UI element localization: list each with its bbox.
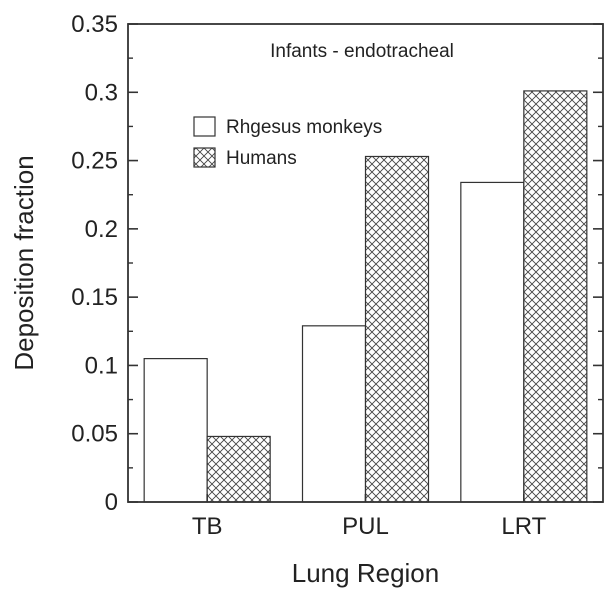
y-tick-label: 0.15 [71,284,118,311]
y-tick-label: 0.3 [85,79,118,106]
labels: 0 0.05 0.1 0.15 0.2 0.25 0.3 0.35 TB PUL LRT Lung R… [9,11,547,588]
legend-label-series-0: Rhgesus monkeys [226,117,382,138]
chart-annotation: Infants - endotracheal [270,41,454,62]
legend-swatch-series-0 [193,116,216,137]
legend-swatch-series-1 [193,147,216,168]
x-tick-label-pul: PUL [342,513,389,540]
y-tick-label: 0.35 [71,11,118,38]
bar-lrt-series-0 [460,181,525,503]
y-tick-label: 0.25 [71,148,118,175]
bar-lrt-series-1 [523,90,588,503]
x-axis-title: Lung Region [292,558,439,588]
bar-tb-series-0 [143,358,208,503]
bar-pul-series-0 [301,325,367,503]
bar-tb-series-1 [206,435,271,503]
bars [143,90,588,503]
y-tick-label: 0 [105,489,118,516]
legend: Rhgesus monkeys Humans [193,116,382,169]
y-tick-label: 0.1 [85,352,118,379]
axes [127,23,604,503]
x-tick-label-tb: TB [192,513,223,540]
y-tick-label: 0.05 [71,421,118,448]
bar-pul-series-1 [364,155,430,503]
x-tick-label-lrt: LRT [501,513,546,540]
legend-label-series-1: Humans [226,148,297,169]
y-tick-label: 0.2 [85,216,118,243]
y-axis-title: Deposition fraction [9,155,39,370]
